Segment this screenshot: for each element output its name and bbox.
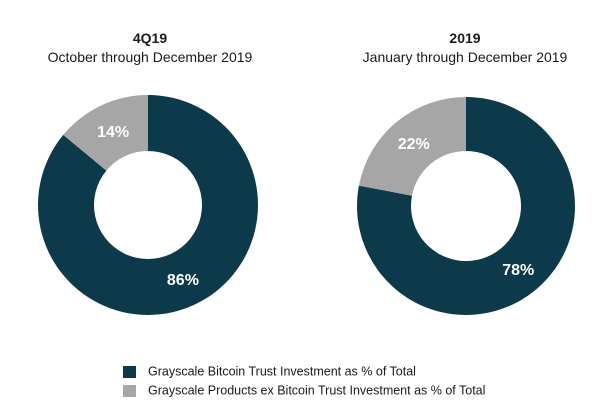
chart-title-2019: 2019 xyxy=(449,30,481,46)
data-label-4q19-bitcoin-trust: 86% xyxy=(167,272,199,289)
donut-slice-4q19-products-ex-bitcoin xyxy=(63,95,148,171)
legend-swatch-products-ex-bitcoin xyxy=(123,384,136,397)
legend-item-products-ex-bitcoin: Grayscale Products ex Bitcoin Trust Inve… xyxy=(123,383,485,398)
legend-item-bitcoin-trust: Grayscale Bitcoin Trust Investment as % … xyxy=(123,364,416,379)
donut-charts: 86% 14% 78% 22% xyxy=(37,95,575,315)
legend-label-products-ex-bitcoin: Grayscale Products ex Bitcoin Trust Inve… xyxy=(148,383,486,398)
donut-slice-2019-bitcoin-trust xyxy=(357,97,575,315)
data-label-4q19-products-ex-bitcoin: 14% xyxy=(97,124,129,141)
legend-swatch-bitcoin-trust xyxy=(123,365,136,378)
legend-label-bitcoin-trust: Grayscale Bitcoin Trust Investment as % … xyxy=(148,364,416,379)
data-label-2019-bitcoin-trust: 78% xyxy=(502,262,534,279)
chart-subtitle-2019: January through December 2019 xyxy=(362,49,568,65)
donut-slice-4q19-bitcoin-trust xyxy=(37,95,258,315)
data-label-2019-products-ex-bitcoin: 22% xyxy=(398,136,430,153)
donut-slice-2019-products-ex-bitcoin xyxy=(358,97,466,196)
chart-title-4q19: 4Q19 xyxy=(132,30,168,46)
chart-subtitle-4q19: October through December 2019 xyxy=(47,49,253,65)
